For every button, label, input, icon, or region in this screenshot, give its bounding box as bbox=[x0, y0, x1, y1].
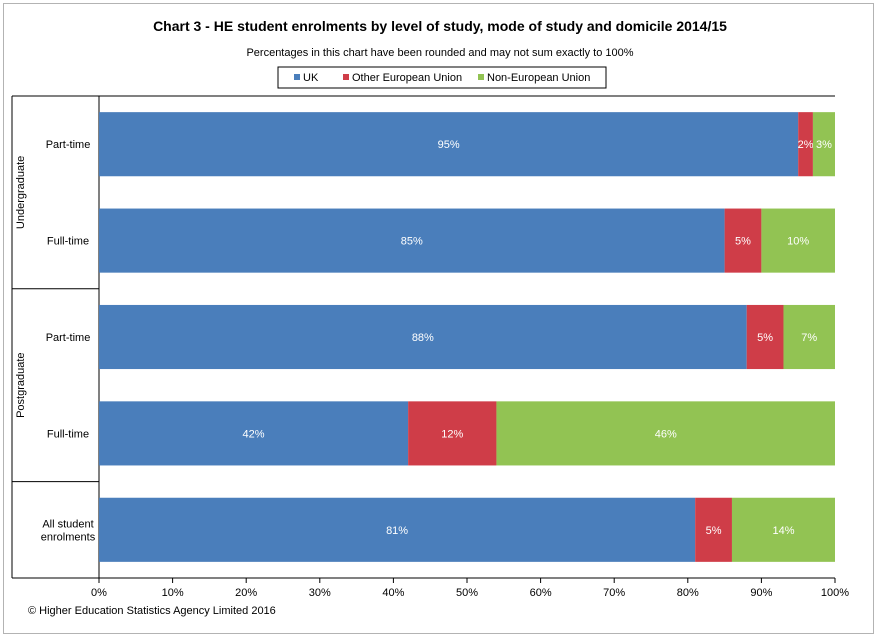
x-tick-label: 20% bbox=[235, 587, 257, 599]
data-label: 81% bbox=[386, 525, 408, 537]
group-label-undergraduate: Undergraduate bbox=[15, 156, 27, 229]
bar-segment-other-european-union bbox=[408, 401, 497, 466]
bar-segment-uk bbox=[99, 112, 799, 177]
data-label: 7% bbox=[801, 332, 817, 344]
bar-segment-non-european-union bbox=[783, 304, 835, 370]
data-label: 5% bbox=[757, 332, 773, 344]
plot-area: Undergraduate Postgraduate Part-time Full-t… bbox=[11, 95, 849, 599]
data-label: 95% bbox=[438, 139, 460, 151]
copyright-footer: © Higher Education Statistics Agency Lim… bbox=[28, 605, 276, 617]
bar-segment-non-european-union bbox=[761, 208, 835, 273]
x-tick-label: 10% bbox=[162, 587, 184, 599]
data-label: 12% bbox=[441, 428, 463, 440]
bar-segment-uk bbox=[99, 497, 696, 562]
data-label: 88% bbox=[412, 332, 434, 344]
group-label-postgraduate: Postgraduate bbox=[15, 352, 27, 417]
data-label: 2% bbox=[798, 139, 814, 151]
data-label: 10% bbox=[787, 236, 809, 248]
data-label: 42% bbox=[243, 428, 265, 440]
legend-swatch-other-european-union bbox=[343, 74, 349, 80]
category-label: Part-time bbox=[46, 332, 91, 344]
legend-label-other-european-union: Other European Union bbox=[352, 72, 462, 84]
x-tick-label: 90% bbox=[750, 587, 772, 599]
bar-segment-other-european-union bbox=[724, 208, 762, 273]
chart-subtitle: Percentages in this chart have been roun… bbox=[246, 47, 633, 59]
bar-segment-non-european-union bbox=[731, 497, 835, 562]
legend-swatch-non-european-union bbox=[478, 74, 484, 80]
data-label: 5% bbox=[706, 525, 722, 537]
x-tick-label: 40% bbox=[382, 587, 404, 599]
data-label: 14% bbox=[772, 525, 794, 537]
data-label: 5% bbox=[735, 236, 751, 248]
bar-segment-other-european-union bbox=[695, 497, 732, 562]
x-tick-label: 30% bbox=[309, 587, 331, 599]
x-tick-label: 70% bbox=[603, 587, 625, 599]
data-label: 85% bbox=[401, 236, 423, 248]
bar-segment-non-european-union bbox=[496, 401, 835, 466]
category-label: All student enrolments bbox=[41, 518, 96, 543]
category-label: Full-time bbox=[47, 428, 89, 440]
legend-label-non-european-union: Non-European Union bbox=[487, 72, 590, 84]
chart-title: Chart 3 - HE student enrolments by level… bbox=[153, 18, 727, 34]
data-label: 46% bbox=[655, 428, 677, 440]
bar-segment-uk bbox=[99, 401, 409, 466]
bar-segment-uk bbox=[99, 304, 747, 370]
category-label: Full-time bbox=[47, 236, 89, 248]
x-tick-label: 80% bbox=[677, 587, 699, 599]
bar-segment-other-european-union bbox=[798, 112, 813, 177]
legend-box bbox=[277, 66, 607, 89]
legend-label-uk: UK bbox=[303, 72, 319, 84]
legend: UK Other European Union Non-European Union bbox=[277, 66, 607, 89]
bar-segment-non-european-union bbox=[812, 112, 835, 177]
x-tick-label: 0% bbox=[91, 587, 107, 599]
x-tick-label: 50% bbox=[456, 587, 478, 599]
category-label: Part-time bbox=[46, 139, 91, 151]
data-label: 3% bbox=[816, 139, 832, 151]
bar-segment-uk bbox=[99, 208, 725, 273]
x-tick-label: 100% bbox=[821, 587, 849, 599]
legend-swatch-uk bbox=[294, 74, 300, 80]
bar-segment-other-european-union bbox=[746, 304, 784, 370]
x-tick-label: 60% bbox=[530, 587, 552, 599]
